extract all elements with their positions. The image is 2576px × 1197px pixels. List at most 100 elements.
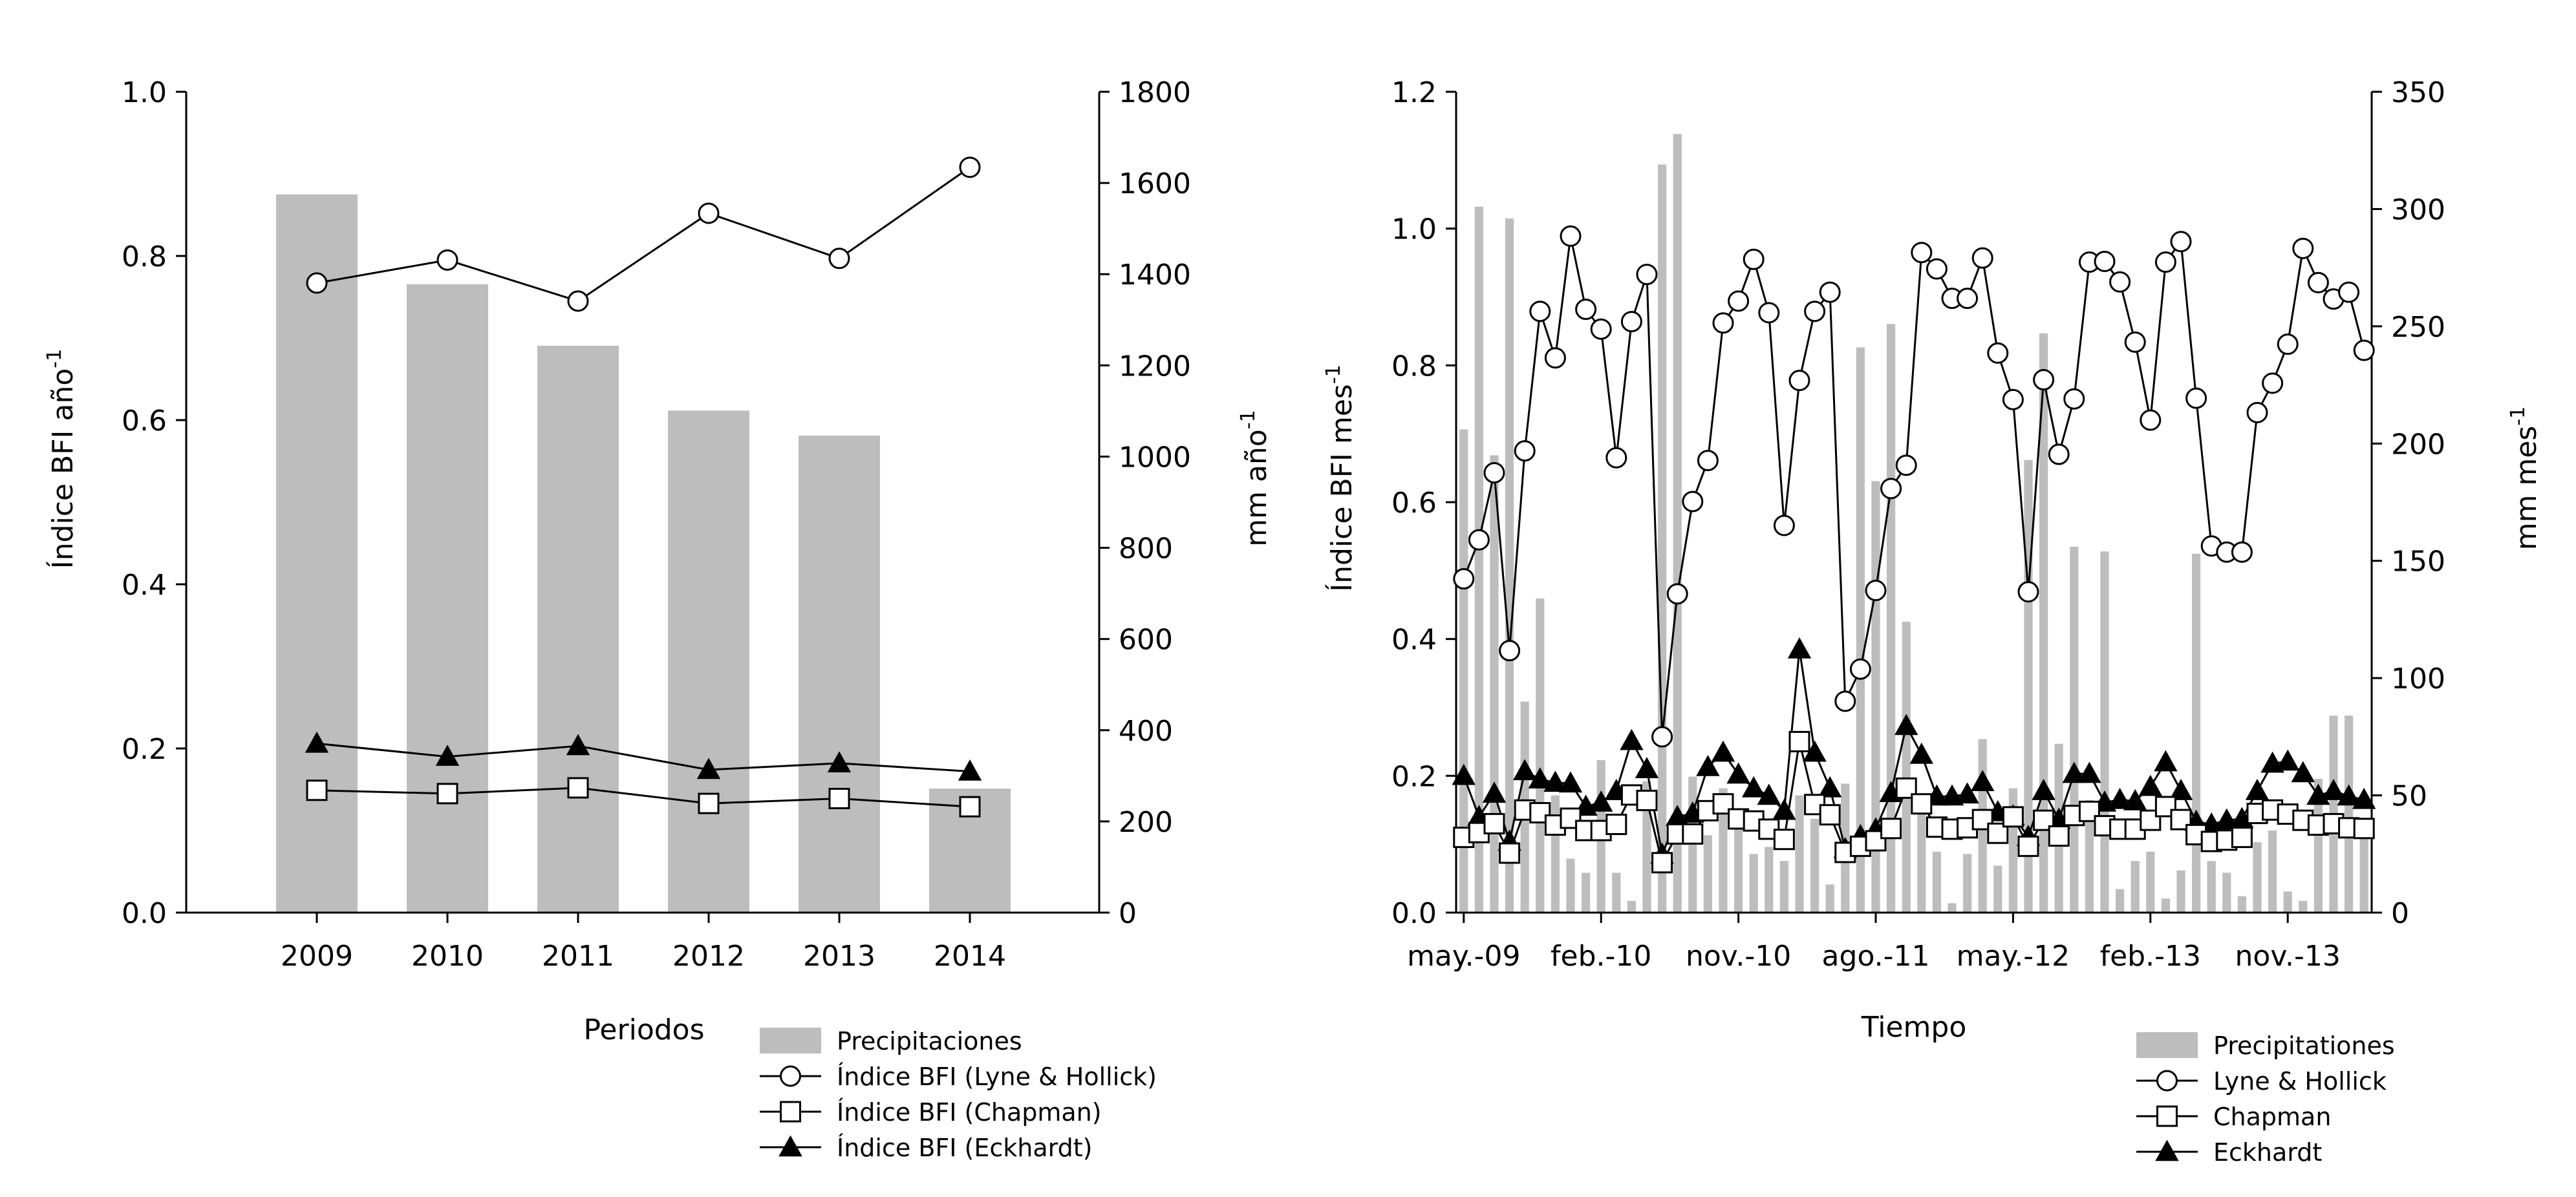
triangle-marker — [1818, 776, 1842, 798]
left-tick-label: 1.0 — [1391, 213, 1437, 246]
axes: 0.0 0.2 0.4 0.6 0.8 1.0 1.2 0 50 100 150 200 250 300 3… — [1391, 76, 2445, 973]
precipitation-bar — [1566, 858, 1575, 913]
left-tick-label: 0.6 — [122, 405, 167, 438]
precipitation-bar — [1917, 802, 1926, 913]
precipitation-bar — [1825, 884, 1834, 913]
circle-marker — [2277, 334, 2299, 355]
axis-labels: Tiempo Índice BFI mes-1 mm mes-1 — [1322, 365, 2543, 1044]
precipitation-bar — [1612, 873, 1621, 913]
circle-marker — [1620, 311, 1642, 333]
triangle-marker — [1909, 742, 1933, 764]
precipitation-bar — [407, 284, 488, 913]
x-tick-label: 2012 — [672, 940, 745, 973]
precipitation-bar — [2085, 800, 2094, 913]
triangle-marker — [2337, 784, 2361, 806]
circle-marker — [2094, 250, 2116, 272]
square-marker — [1911, 793, 1933, 815]
precipitation-bars — [276, 194, 1011, 913]
triangle-marker — [1513, 759, 1537, 781]
monthly-bfi-chart: 0.0 0.2 0.4 0.6 0.8 1.0 1.2 0 50 100 150 200 250 300 3… — [1322, 76, 2543, 1167]
circle-marker — [2124, 331, 2146, 353]
precipitation-bar — [2237, 896, 2247, 913]
right-axis-title: mm año-1 — [1237, 410, 1273, 546]
triangle-marker — [1757, 783, 1781, 805]
triangle-marker — [435, 745, 460, 766]
triangle-marker — [1940, 784, 1964, 806]
circle-marker — [1773, 514, 1795, 536]
right-tick-label: 0 — [2391, 897, 2409, 930]
precipitation-bar — [1795, 795, 1804, 913]
precipitation-bar — [2161, 898, 2171, 913]
circle-marker — [2154, 251, 2176, 273]
circle-marker — [828, 248, 850, 270]
circle-marker — [2048, 443, 2070, 465]
circle-marker — [1743, 248, 1765, 270]
precipitation-bar — [537, 345, 619, 913]
square-marker — [2033, 809, 2055, 831]
precipitation-bar — [1962, 854, 1972, 913]
precipitation-bar — [2268, 831, 2277, 913]
right-tick-label: 200 — [1119, 806, 1173, 839]
legend-label: Índice BFI (Chapman) — [837, 1098, 1102, 1127]
circle-marker — [1544, 347, 1566, 369]
square-marker — [2231, 827, 2253, 849]
annual-bfi-chart: 0.0 0.2 0.4 0.6 0.8 1.0 0 200 400 600 800 1000 1200 1… — [43, 76, 1273, 1162]
circle-marker — [1758, 302, 1780, 324]
precipitation-bar — [668, 410, 749, 913]
square-marker — [698, 792, 720, 814]
precipitation-bar — [1779, 861, 1789, 913]
square-marker — [1773, 829, 1795, 851]
circle-marker — [2185, 387, 2207, 409]
precipitation-bar — [2313, 779, 2323, 913]
x-tick-label: feb.-13 — [2100, 940, 2201, 973]
circle-marker — [306, 272, 328, 294]
precipitation-bar — [2207, 861, 2216, 913]
right-tick-label: 400 — [1119, 715, 1173, 748]
circle-marker — [2307, 271, 2329, 293]
triangle-marker — [1742, 776, 1766, 798]
circle-marker — [1819, 281, 1841, 303]
precipitation-bar — [2131, 861, 2140, 913]
right-tick-label: 800 — [1119, 533, 1173, 566]
precipitation-bar — [1749, 854, 1758, 913]
triangle-marker — [2276, 749, 2300, 771]
left-axis-title-exponent: -1 — [1322, 365, 1345, 384]
legend-label: Chapman — [2213, 1103, 2331, 1131]
triangle-marker — [2123, 789, 2147, 810]
x-tick-label: may.-12 — [1957, 940, 2070, 973]
series-line-ndice-bfi-chapman — [316, 787, 971, 808]
left-tick-label: 0.8 — [1391, 350, 1437, 383]
triangle-marker — [1589, 790, 1613, 812]
left-axis-title: Índice BFI año-1 — [43, 349, 80, 569]
circle-marker — [1560, 225, 1582, 247]
precipitation-bar — [1932, 851, 1942, 913]
right-tick-label: 1800 — [1119, 76, 1191, 109]
circle-marker — [2262, 372, 2284, 394]
x-tick-label: 2010 — [411, 940, 484, 973]
x-tick-label: nov.-10 — [1686, 940, 1791, 973]
triangle-marker — [1787, 637, 1812, 659]
triangle-marker — [2291, 761, 2315, 783]
left-tick-label: 0.6 — [1391, 487, 1437, 520]
circle-marker — [1880, 478, 1902, 500]
triangle-marker — [2352, 787, 2376, 809]
precipitation-bar — [2070, 546, 2079, 913]
right-tick-label: 150 — [2391, 546, 2445, 578]
right-tick-label: 50 — [2391, 780, 2427, 813]
x-tick-label: 2013 — [803, 940, 875, 973]
triangle-marker — [958, 759, 982, 781]
left-tick-label: 0.2 — [1391, 760, 1437, 793]
circle-marker — [567, 290, 589, 312]
triangle-marker — [696, 757, 721, 779]
precipitation-bar — [2299, 900, 2308, 913]
triangle-marker — [1955, 782, 1979, 804]
triangle-marker — [1620, 728, 1644, 750]
circle-marker — [1666, 583, 1688, 605]
triangle-marker — [2169, 779, 2193, 800]
precipitation-bar — [799, 435, 880, 913]
triangle-marker — [1452, 763, 1476, 785]
triangle-marker — [1482, 781, 1507, 803]
precipitation-bar — [2283, 891, 2292, 913]
precipitation-bar — [1902, 622, 1911, 913]
precipitation-bar — [2146, 851, 2155, 913]
